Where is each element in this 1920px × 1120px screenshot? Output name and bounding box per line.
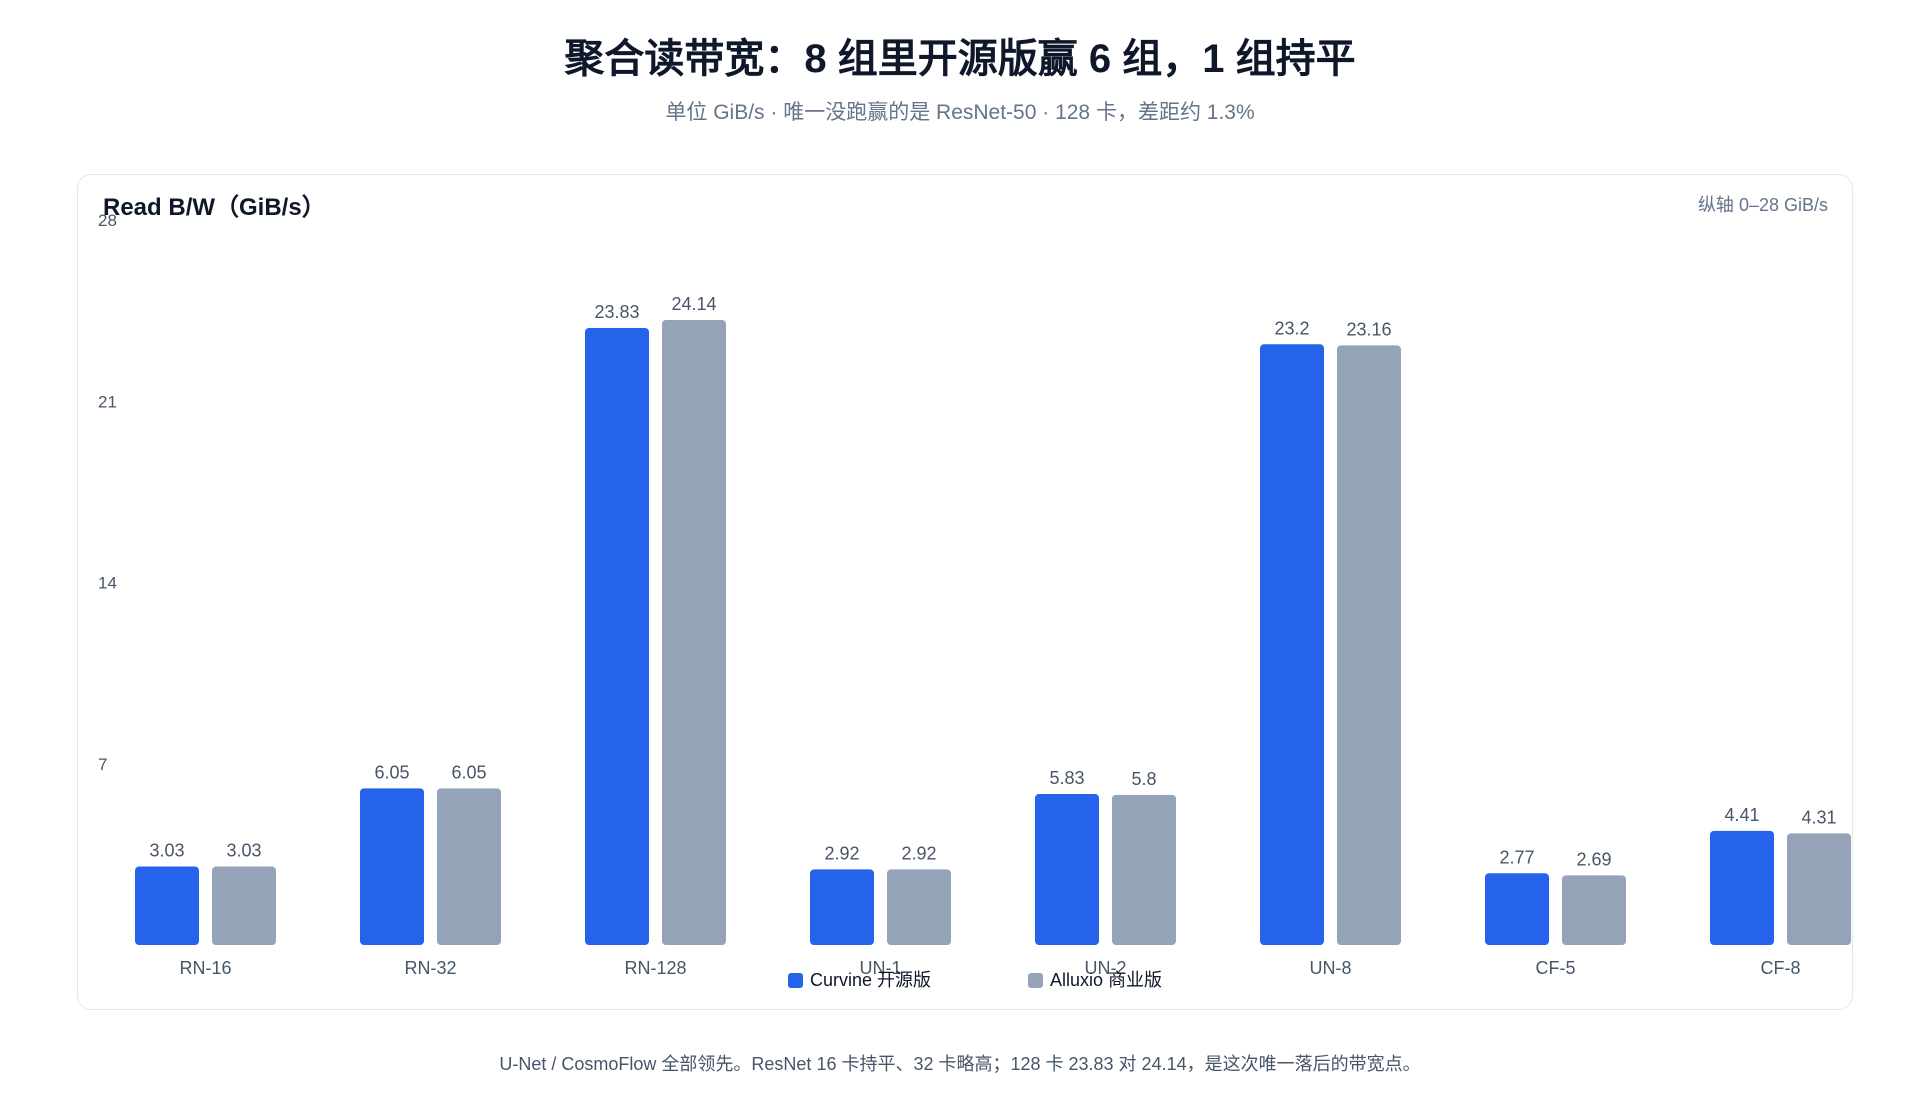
bar-curvine-cf-5: [1485, 873, 1549, 945]
bar-chart: 7 14 21 28 3.03 3.03 RN-16 6.05 6.05 RN-32 23.83 24…: [98, 211, 1851, 990]
data-label: 23.2: [1274, 318, 1309, 338]
x-tick-label: UN-1: [859, 958, 901, 978]
data-label: 5.83: [1049, 768, 1084, 788]
bar-curvine-cf-8: [1710, 830, 1774, 945]
y-tick-label: 14: [98, 574, 117, 593]
legend-label: Alluxio 商业版: [1050, 970, 1162, 990]
data-label: 23.83: [594, 302, 639, 322]
x-tick-label: RN-16: [179, 958, 231, 978]
page-title: 聚合读带宽：8 组里开源版赢 6 组，1 组持平: [564, 37, 1356, 81]
x-tick-label: UN-2: [1084, 958, 1126, 978]
data-label: 2.77: [1499, 847, 1534, 867]
bar-alluxio-cf-5: [1562, 875, 1626, 945]
bar-curvine-un-2: [1035, 794, 1099, 945]
x-tick-label: RN-32: [404, 958, 456, 978]
bar-alluxio-rn-128: [662, 319, 726, 945]
data-label: 24.14: [671, 294, 716, 314]
data-label: 2.92: [824, 843, 859, 863]
x-tick-label: UN-8: [1309, 958, 1351, 978]
legend-label: Curvine 开源版: [810, 970, 931, 990]
data-label: 4.31: [1801, 807, 1836, 827]
bar-curvine-rn-32: [360, 788, 424, 945]
bar-alluxio-cf-8: [1787, 833, 1851, 945]
bar-curvine-rn-128: [585, 327, 649, 945]
legend-swatch-curvine: [788, 973, 803, 988]
page-subtitle: 单位 GiB/s · 唯一没跑赢的是 ResNet-50 · 128 卡，差距约…: [665, 101, 1255, 124]
data-label: 5.8: [1131, 769, 1156, 789]
data-label: 4.41: [1724, 805, 1759, 825]
y-tick-label: 21: [98, 392, 117, 411]
data-label: 6.05: [374, 762, 409, 782]
bar-curvine-un-8: [1260, 344, 1324, 945]
y-axis-title: Read B/W（GiB/s）: [103, 194, 326, 221]
y-range-note: 纵轴 0–28 GiB/s: [1697, 195, 1828, 215]
x-tick-label: CF-5: [1536, 958, 1576, 978]
data-label: 2.92: [901, 843, 936, 863]
data-label: 2.69: [1576, 849, 1611, 869]
bar-alluxio-un-8: [1337, 345, 1401, 945]
data-label: 6.05: [451, 762, 486, 782]
x-tick-label: RN-128: [624, 958, 686, 978]
bar-alluxio-rn-16: [212, 866, 276, 945]
chart-card: 7 14 21 28 3.03 3.03 RN-16 6.05 6.05 RN-32 23.83 24…: [77, 174, 1853, 1010]
bar-curvine-rn-16: [135, 866, 199, 945]
bar-alluxio-rn-32: [437, 788, 501, 945]
y-tick-label: 28: [98, 211, 117, 230]
bar-curvine-un-1: [810, 869, 874, 945]
data-label: 3.03: [226, 841, 261, 861]
bar-alluxio-un-2: [1112, 794, 1176, 945]
x-tick-label: CF-8: [1761, 958, 1801, 978]
footnote: U-Net / CosmoFlow 全部领先。ResNet 16 卡持平、32 …: [499, 1054, 1421, 1074]
legend-swatch-alluxio: [1028, 973, 1043, 988]
data-label: 23.16: [1346, 319, 1391, 339]
y-tick-label: 7: [98, 755, 107, 774]
data-label: 3.03: [149, 841, 184, 861]
bar-alluxio-un-1: [887, 869, 951, 945]
